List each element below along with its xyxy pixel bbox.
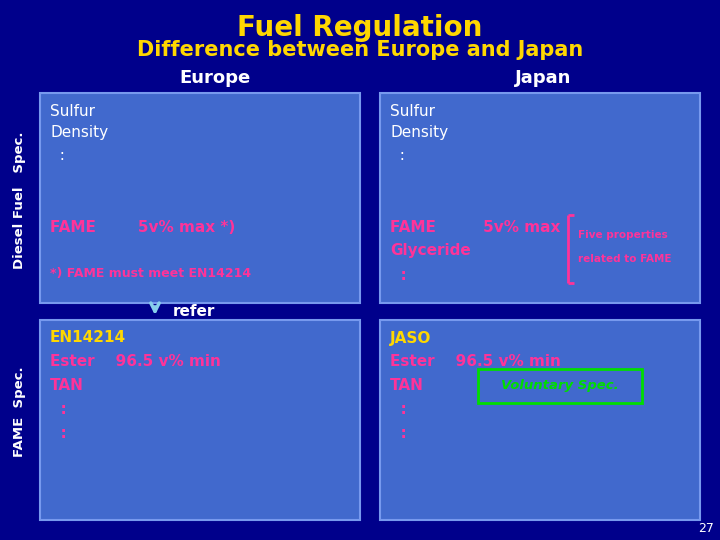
Text: Density: Density — [50, 125, 108, 140]
FancyBboxPatch shape — [40, 93, 360, 303]
Text: Density: Density — [390, 125, 448, 140]
Text: :: : — [50, 147, 65, 163]
Text: :: : — [390, 147, 405, 163]
Text: :: : — [390, 402, 407, 417]
Text: EN14214: EN14214 — [50, 330, 126, 346]
FancyBboxPatch shape — [380, 320, 700, 520]
FancyBboxPatch shape — [478, 369, 642, 403]
Text: Europe: Europe — [179, 69, 251, 87]
Text: Sulfur: Sulfur — [390, 104, 435, 118]
Text: :: : — [50, 402, 67, 417]
Text: Ester    96.5 v% min: Ester 96.5 v% min — [390, 354, 561, 369]
Text: TAN: TAN — [50, 379, 84, 394]
Text: FAME         5v% max: FAME 5v% max — [390, 219, 560, 234]
Text: TAN: TAN — [390, 379, 424, 394]
Text: Fuel Regulation: Fuel Regulation — [238, 14, 482, 42]
Text: Ester    96.5 v% min: Ester 96.5 v% min — [50, 354, 221, 369]
Text: Difference between Europe and Japan: Difference between Europe and Japan — [137, 40, 583, 60]
Text: *) FAME must meet EN14214: *) FAME must meet EN14214 — [50, 267, 251, 280]
Text: related to FAME: related to FAME — [578, 254, 672, 264]
Text: refer: refer — [173, 303, 215, 319]
Text: Diesel Fuel   Spec.: Diesel Fuel Spec. — [14, 131, 27, 269]
Text: Japan: Japan — [515, 69, 571, 87]
Text: 27: 27 — [698, 522, 714, 535]
FancyBboxPatch shape — [380, 93, 700, 303]
Text: Sulfur: Sulfur — [50, 104, 95, 118]
Text: Voluntary Spec.: Voluntary Spec. — [501, 380, 618, 393]
Text: Glyceride: Glyceride — [390, 244, 471, 259]
Text: :: : — [390, 267, 407, 282]
Text: FAME  Spec.: FAME Spec. — [14, 367, 27, 457]
Text: JASO: JASO — [390, 330, 431, 346]
Text: FAME        5v% max *): FAME 5v% max *) — [50, 219, 235, 234]
FancyBboxPatch shape — [40, 320, 360, 520]
Text: :: : — [390, 427, 407, 442]
Text: :: : — [50, 427, 67, 442]
Text: Five properties: Five properties — [578, 230, 667, 240]
